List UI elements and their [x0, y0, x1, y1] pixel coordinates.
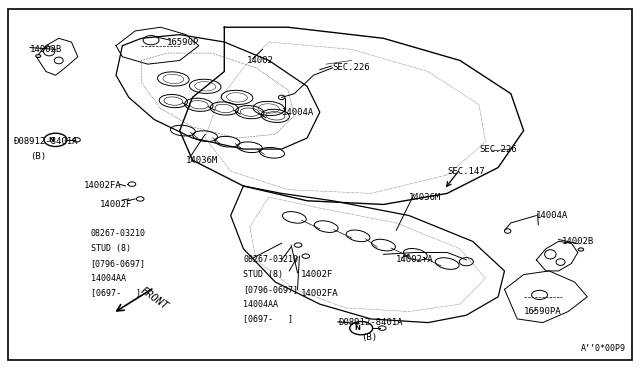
Text: SEC.226: SEC.226 [479, 145, 516, 154]
Text: 14004A: 14004A [536, 211, 568, 220]
Ellipse shape [36, 55, 41, 58]
Ellipse shape [302, 254, 310, 259]
Text: 14002FA: 14002FA [84, 182, 122, 190]
Text: Ð08912-8401A: Ð08912-8401A [14, 137, 79, 146]
Text: SEC.147: SEC.147 [447, 167, 485, 176]
Text: Ð08912-8401A: Ð08912-8401A [339, 318, 403, 327]
Text: 14004A: 14004A [282, 108, 314, 117]
Ellipse shape [294, 243, 302, 247]
Text: STUD (8): STUD (8) [243, 270, 284, 279]
Text: (B): (B) [361, 333, 378, 342]
Text: 14002+A: 14002+A [396, 255, 434, 264]
Text: 08267-03210: 08267-03210 [90, 230, 145, 238]
Text: 14004AA: 14004AA [90, 274, 125, 283]
Text: N: N [49, 137, 54, 143]
Text: 14002FA: 14002FA [301, 289, 339, 298]
Text: 14002F: 14002F [100, 200, 132, 209]
Ellipse shape [128, 182, 136, 186]
Text: 14004AA: 14004AA [243, 300, 278, 309]
Text: 14002F: 14002F [301, 270, 333, 279]
Text: 08267-03210: 08267-03210 [243, 255, 298, 264]
Ellipse shape [578, 248, 584, 251]
Text: [0796-0697]: [0796-0697] [90, 259, 145, 268]
FancyBboxPatch shape [8, 9, 632, 359]
Text: A’’0*00P9: A’’0*00P9 [581, 344, 626, 353]
Text: STUD (8): STUD (8) [90, 244, 131, 253]
Text: [0697-   ]: [0697- ] [243, 314, 293, 323]
Text: 14002: 14002 [246, 56, 273, 65]
Text: [0697-   ]: [0697- ] [90, 289, 141, 298]
Text: 14036M: 14036M [409, 193, 441, 202]
Text: SEC.226: SEC.226 [333, 63, 370, 72]
Text: 14002B: 14002B [30, 45, 62, 54]
Text: 14002B: 14002B [562, 237, 594, 246]
Text: 14036M: 14036M [186, 155, 218, 165]
Ellipse shape [136, 197, 144, 201]
Text: (B): (B) [30, 152, 46, 161]
Text: 16590P: 16590P [167, 38, 199, 46]
Text: [0796-0697]: [0796-0697] [243, 285, 298, 294]
Text: FRONT: FRONT [138, 286, 170, 312]
Text: N: N [355, 325, 360, 331]
Text: 16590PA: 16590PA [524, 307, 561, 316]
